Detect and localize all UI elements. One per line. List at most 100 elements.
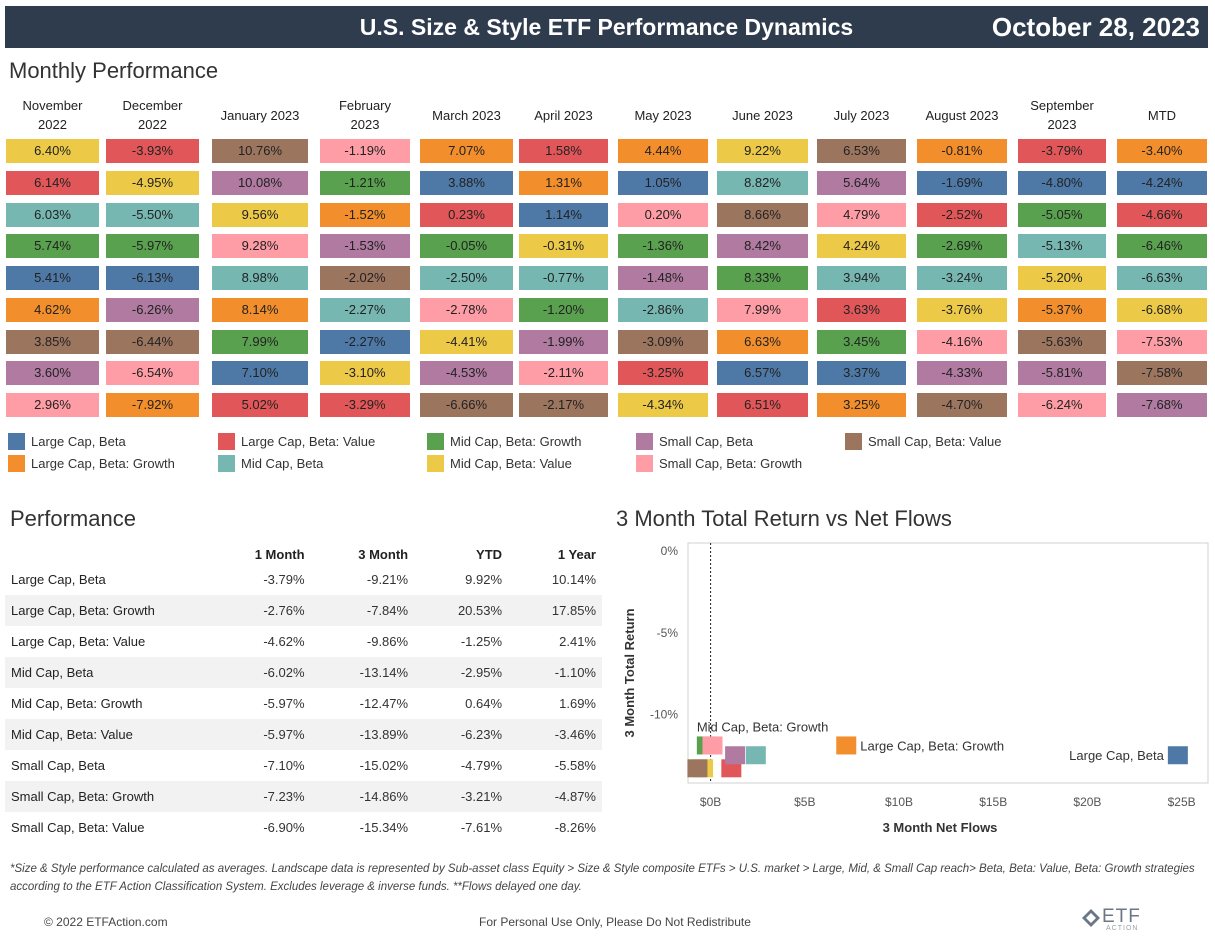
monthly-return-cell: 1.58% [519, 139, 608, 163]
x-tick-label: $25B [1168, 795, 1196, 809]
monthly-return-cell: -3.29% [320, 393, 410, 417]
monthly-return-cell: -3.40% [1117, 139, 1207, 163]
legend-label: Large Cap, Beta [31, 434, 126, 449]
plot-area [687, 542, 1209, 784]
header-bar: U.S. Size & Style ETF Performance Dynami… [5, 6, 1208, 48]
month-header: June 2023 [732, 107, 793, 123]
performance-row: Large Cap, Beta: Value -4.62% -9.86% -1.25%… [5, 626, 602, 657]
monthly-return-cell: -5.05% [1018, 203, 1106, 227]
monthly-return-cell: 6.40% [6, 139, 99, 163]
monthly-return-cell: -6.13% [106, 266, 199, 290]
monthly-return-cell: 7.07% [420, 139, 513, 163]
x-tick-label: $20B [1073, 795, 1101, 809]
monthly-return-cell: 10.08% [212, 171, 308, 195]
performance-row: Mid Cap, Beta: Growth -5.97% -12.47% 0.64% 1… [5, 688, 602, 719]
logo-text: ETF [1102, 906, 1141, 927]
return-value: -3.79% [263, 572, 305, 587]
monthly-return-cell: -4.41% [420, 330, 513, 354]
legend-item: Small Cap, Beta [636, 433, 753, 450]
month-header: March 2023 [432, 107, 501, 123]
monthly-return-cell: 8.42% [717, 234, 808, 258]
month-header: November 2022 [22, 98, 83, 132]
monthly-return-cell: -2.52% [917, 203, 1007, 227]
return-value: -14.86% [310, 781, 415, 812]
monthly-return-cell: -2.69% [917, 234, 1007, 258]
monthly-return-cell: 1.31% [519, 171, 608, 195]
monthly-return-cell: 8.33% [717, 266, 808, 290]
scatter-point [745, 746, 766, 765]
monthly-return-cell: 6.51% [717, 393, 808, 417]
return-value: -15.34% [359, 820, 409, 835]
monthly-return-cell: -6.24% [1018, 393, 1106, 417]
monthly-return-cell: 4.79% [817, 203, 906, 227]
monthly-return-cell: 3.45% [817, 330, 906, 354]
scatter-point [702, 736, 723, 755]
return-value: -9.21% [366, 572, 409, 587]
return-value: 1.69% [559, 696, 596, 711]
scatter-chart: 0% -5% -10% $0B $5B $10B $15B $20B $25B 3 Month N… [622, 542, 1209, 835]
monthly-return-cell: -4.24% [1117, 171, 1207, 195]
performance-header-row: 1 Month 3 Month YTD 1 Year [5, 544, 602, 564]
point-label: Large Cap, Beta: Growth [860, 738, 1004, 753]
legend-label: Large Cap, Beta: Growth [31, 456, 175, 471]
row-label: Large Cap, Beta [11, 572, 106, 587]
return-value: 2.41% [559, 634, 596, 649]
x-tick-label: $5B [794, 795, 815, 809]
monthly-return-cell: -6.46% [1117, 234, 1207, 258]
copyright: © 2022 ETFAction.com [44, 915, 168, 929]
monthly-return-cell: 6.53% [817, 139, 906, 163]
legend-swatch [427, 455, 444, 472]
column-header: YTD [476, 546, 503, 562]
return-value: 10.14% [551, 572, 596, 587]
month-header: September 2023 [1030, 98, 1094, 132]
scatter-point [725, 746, 746, 765]
monthly-return-cell: 4.44% [618, 139, 708, 163]
return-value: 17.85% [508, 595, 602, 626]
x-axis-title: 3 Month Net Flows [883, 820, 998, 835]
return-value: -5.97% [207, 719, 311, 750]
monthly-return-cell: -2.02% [320, 266, 410, 290]
logo-subtext: ACTION [1106, 925, 1139, 932]
monthly-return-cell: -6.68% [1117, 298, 1207, 322]
monthly-return-cell: -2.27% [320, 298, 410, 322]
monthly-return-cell: 1.05% [618, 171, 708, 195]
monthly-return-cell: -7.68% [1117, 393, 1207, 417]
monthly-return-cell: -5.63% [1018, 330, 1106, 354]
name-column-header [5, 544, 207, 564]
monthly-return-cell: -1.52% [320, 203, 410, 227]
legend-swatch [636, 433, 653, 450]
return-value: -9.86% [366, 634, 409, 649]
month-header: MTD [1147, 107, 1177, 123]
monthly-return-cell: -6.66% [420, 393, 513, 417]
legend-label: Mid Cap, Beta [241, 456, 324, 471]
return-value: -3.21% [414, 781, 509, 812]
return-value: -13.89% [310, 719, 415, 750]
monthly-return-cell: -4.66% [1117, 203, 1207, 227]
y-tick-label: -5% [657, 626, 679, 640]
monthly-return-cell: 8.14% [212, 298, 308, 322]
monthly-return-cell: 3.94% [817, 266, 906, 290]
monthly-return-cell: 4.62% [6, 298, 99, 322]
monthly-return-cell: -4.95% [106, 171, 199, 195]
monthly-return-cell: -3.79% [1018, 139, 1106, 163]
monthly-return-cell: -7.92% [106, 393, 199, 417]
legend-item: Small Cap, Beta: Value [845, 433, 1001, 450]
legend-swatch [218, 455, 235, 472]
point-label: Large Cap, Beta [1069, 748, 1164, 763]
performance-row: Small Cap, Beta -7.10% -15.02% -4.79% -5.58% [5, 750, 602, 781]
monthly-return-cell: -0.81% [917, 139, 1007, 163]
monthly-return-cell: -7.53% [1117, 330, 1207, 354]
monthly-return-cell: 3.25% [817, 393, 906, 417]
monthly-return-cell: 3.88% [420, 171, 513, 195]
legend-label: Mid Cap, Beta: Growth [450, 434, 582, 449]
return-value: -4.79% [460, 758, 503, 773]
monthly-return-cell: -5.37% [1018, 298, 1106, 322]
monthly-return-cell: -0.31% [519, 234, 608, 258]
legend-item: Large Cap, Beta: Value [218, 433, 375, 450]
column-header: 3 Month [358, 546, 409, 562]
scatter-title: 3 Month Total Return vs Net Flows [616, 506, 952, 531]
monthly-return-cell: -3.24% [917, 266, 1007, 290]
monthly-return-cell: -4.53% [420, 361, 513, 385]
monthly-return-cell: 4.24% [817, 234, 906, 258]
return-value: -1.25% [460, 634, 503, 649]
